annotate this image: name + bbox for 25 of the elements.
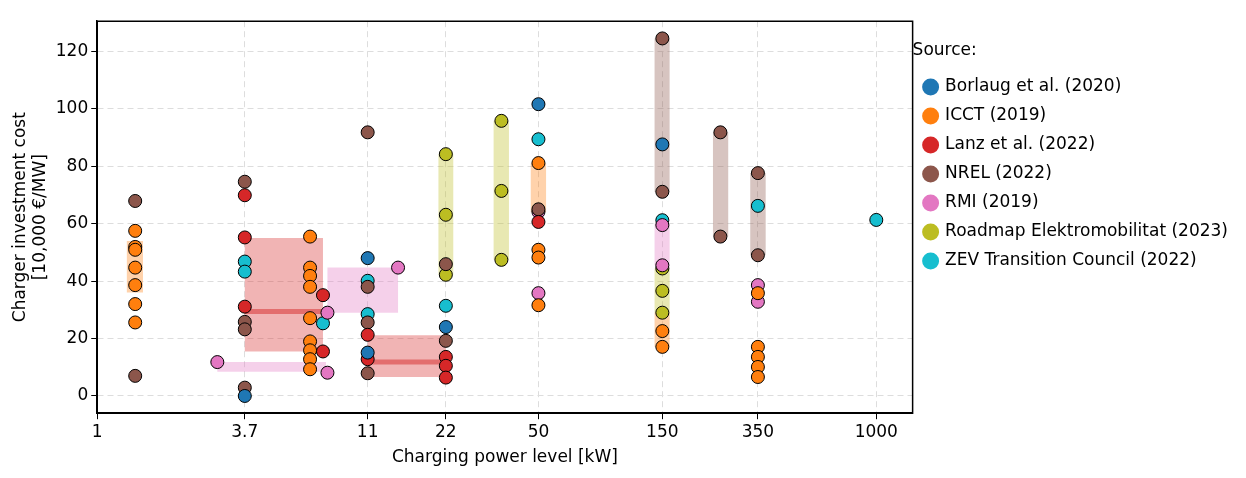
y-tick-label: 120 — [55, 39, 89, 60]
x-tick-label: 50 — [527, 420, 550, 441]
x-tick-label: 3.7 — [231, 420, 259, 441]
x-axis-title: Charging power level [kW] — [391, 446, 618, 467]
y-axis-title: Charger investment cost [10,000 €/MW] — [8, 111, 50, 323]
legend-title: Source: — [912, 38, 977, 59]
legend-label: ICCT (2019) — [945, 104, 1047, 125]
legend-label: ZEV Transition Council (2022) — [945, 249, 1197, 270]
legend-label: Borlaug et al. (2020) — [945, 75, 1122, 96]
x-tick-label: 1 — [91, 420, 103, 441]
y-tick-label: 100 — [55, 97, 89, 118]
legend-label: Roadmap Elektromobilitat (2023) — [945, 220, 1229, 241]
legend-label: RMI (2019) — [945, 191, 1039, 212]
x-tick-label: 1000 — [854, 420, 898, 441]
legend-label: NREL (2022) — [945, 162, 1052, 183]
y-tick-label: 80 — [66, 154, 89, 175]
legend-label: Lanz et al. (2022) — [945, 133, 1096, 154]
x-tick-label: 22 — [435, 420, 457, 441]
y-tick-label: 40 — [66, 269, 89, 290]
y-tick-label: 20 — [66, 326, 89, 347]
x-tick-label: 11 — [356, 420, 379, 441]
x-tick-label: 350 — [741, 420, 775, 441]
y-tick-label: 60 — [66, 212, 89, 233]
x-tick-label: 150 — [646, 420, 679, 441]
y-tick-label: 0 — [77, 384, 89, 405]
